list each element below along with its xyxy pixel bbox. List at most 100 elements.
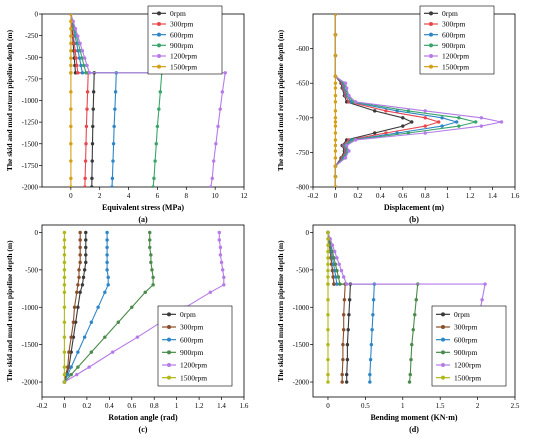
data-point-1200rpm xyxy=(85,63,89,68)
data-point-300rpm xyxy=(340,372,344,377)
data-point-1500rpm xyxy=(62,275,67,280)
data-point-1200rpm xyxy=(110,350,115,354)
legend-box xyxy=(147,5,223,75)
data-point-0rpm xyxy=(345,357,350,362)
legend-label: 1200rpm xyxy=(170,52,197,61)
data-point-900rpm xyxy=(147,245,152,250)
data-point-1500rpm xyxy=(69,26,73,31)
data-point-1500rpm xyxy=(326,237,330,241)
legend-box xyxy=(431,305,507,387)
legend-swatch-marker xyxy=(441,375,445,380)
data-point-900rpm xyxy=(151,275,155,280)
y-tick-label: -1000 xyxy=(22,97,39,105)
data-point-900rpm xyxy=(150,268,154,272)
data-point-1500rpm xyxy=(326,230,330,235)
legend-swatch-marker xyxy=(167,325,171,329)
data-point-1500rpm xyxy=(69,14,73,16)
data-point-1200rpm xyxy=(208,290,213,295)
data-point-1200rpm xyxy=(218,253,223,257)
data-point-1200rpm xyxy=(353,138,358,142)
data-point-1500rpm xyxy=(62,335,67,339)
x-tick-label: 1.2 xyxy=(195,402,204,410)
data-point-1200rpm xyxy=(332,249,337,254)
data-point-900rpm xyxy=(414,298,418,302)
data-point-0rpm xyxy=(345,342,350,347)
data-point-900rpm xyxy=(116,320,121,324)
x-tick-label: 1 xyxy=(175,402,179,410)
data-point-1200rpm xyxy=(216,124,220,129)
data-point-600rpm xyxy=(440,124,444,128)
y-axis-label: The skid and mud return pipeline depth (… xyxy=(5,240,14,382)
x-tick-label: 0.5 xyxy=(361,402,370,410)
data-point-1200rpm xyxy=(222,283,226,287)
x-tick-label: 6 xyxy=(156,192,160,200)
data-point-300rpm xyxy=(73,49,77,53)
data-point-1500rpm xyxy=(69,90,73,94)
legend-swatch-marker xyxy=(441,337,445,342)
y-tick-label: -750 xyxy=(296,149,309,157)
data-point-1200rpm xyxy=(214,141,218,146)
data-point-1200rpm xyxy=(220,268,225,272)
data-point-900rpm xyxy=(411,327,416,332)
data-point-600rpm xyxy=(111,141,116,146)
x-tick-label: 1.4 xyxy=(217,402,226,410)
data-point-1500rpm xyxy=(69,49,73,53)
data-point-300rpm xyxy=(85,90,90,94)
chart-panel-a: 0 2 4 6 8 10 12 0 -250 -500 -750 -1000 -1250 -1500 -17… xyxy=(5,5,248,224)
data-point-1200rpm xyxy=(343,81,348,85)
data-point-1200rpm xyxy=(483,282,487,286)
data-point-1500rpm xyxy=(333,185,338,187)
data-point-1200rpm xyxy=(423,131,427,135)
data-point-1200rpm xyxy=(223,71,227,75)
data-point-300rpm xyxy=(341,342,345,347)
data-point-1200rpm xyxy=(211,159,216,163)
data-point-300rpm xyxy=(84,141,88,146)
legend-label: 1500rpm xyxy=(180,373,207,382)
data-point-1500rpm xyxy=(69,41,73,46)
y-tick-label: -500 xyxy=(25,54,38,62)
data-point-0rpm xyxy=(401,124,405,128)
data-point-600rpm xyxy=(440,116,444,120)
data-point-1500rpm xyxy=(333,33,338,37)
y-tick-label: -1000 xyxy=(22,304,39,312)
x-tick-label: 4 xyxy=(127,192,131,200)
data-point-1200rpm xyxy=(220,90,225,94)
y-tick-label: -600 xyxy=(296,45,309,53)
legend-swatch-marker xyxy=(157,22,161,26)
data-point-1500rpm xyxy=(333,124,338,128)
data-point-900rpm xyxy=(457,124,461,128)
data-point-900rpm xyxy=(147,238,152,242)
data-point-900rpm xyxy=(82,63,86,68)
x-tick-label: 0.4 xyxy=(376,192,385,200)
data-point-0rpm xyxy=(84,245,88,250)
data-point-300rpm xyxy=(341,327,346,332)
data-point-0rpm xyxy=(76,305,80,310)
data-point-1200rpm xyxy=(339,268,344,273)
data-point-900rpm xyxy=(408,372,413,377)
data-point-300rpm xyxy=(83,176,87,181)
data-point-1500rpm xyxy=(62,290,67,295)
legend-swatch-marker xyxy=(441,312,445,317)
legend-swatch-marker xyxy=(429,64,433,69)
data-point-1500rpm xyxy=(326,342,330,347)
x-tick-label: 1.6 xyxy=(240,402,249,410)
panel-label: (d) xyxy=(409,425,419,434)
legend-swatch-marker xyxy=(167,375,171,380)
data-point-600rpm xyxy=(369,342,374,347)
legend-label: 0rpm xyxy=(180,310,196,319)
data-point-0rpm xyxy=(84,253,88,257)
data-point-0rpm xyxy=(84,238,88,242)
legend-label: 300rpm xyxy=(454,323,477,332)
legend-label: 600rpm xyxy=(170,30,193,39)
data-point-1200rpm xyxy=(80,49,85,53)
data-point-1200rpm xyxy=(335,256,339,260)
data-point-0rpm xyxy=(90,159,94,163)
data-point-1500rpm xyxy=(62,230,67,235)
data-point-1500rpm xyxy=(333,53,338,58)
legend-swatch-marker xyxy=(167,363,171,367)
data-point-0rpm xyxy=(344,380,349,384)
data-point-300rpm xyxy=(71,320,76,324)
data-point-600rpm xyxy=(105,268,109,272)
